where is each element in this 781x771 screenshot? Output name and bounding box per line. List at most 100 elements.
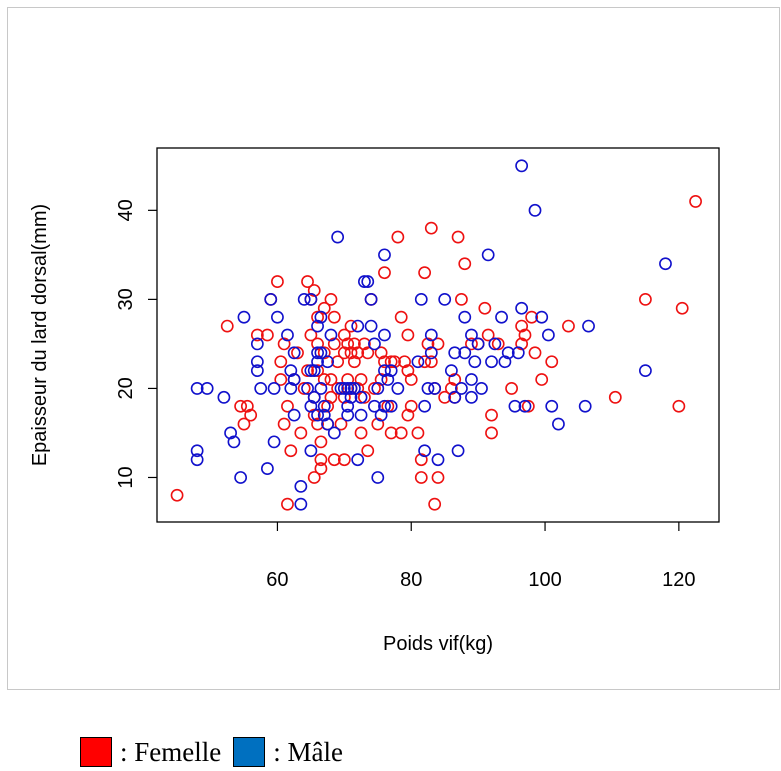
point-femelle-91 (414, 471, 428, 484)
point-male-20 (284, 382, 298, 395)
point-femelle-54 (341, 337, 355, 351)
y-tick-label-30: 30 (115, 288, 137, 310)
point-femelle-74 (378, 266, 391, 280)
point-male-82 (424, 346, 438, 360)
y-tick-label-40: 40 (115, 199, 137, 221)
point-male-0 (190, 444, 204, 458)
point-male-57 (351, 319, 365, 333)
point-femelle-20 (297, 382, 311, 395)
point-femelle-120 (525, 310, 539, 324)
point-femelle-86 (401, 408, 415, 422)
point-femelle-121 (528, 346, 542, 360)
y-axis: 10 20 30 40 (115, 199, 157, 489)
point-femelle-92 (418, 266, 432, 280)
point-male-77 (411, 355, 425, 369)
point-male-99 (475, 382, 488, 395)
point-male-67 (371, 382, 385, 395)
point-male-43 (321, 355, 335, 369)
point-male-6 (227, 435, 241, 449)
point-male-90 (451, 444, 465, 458)
point-male-86 (438, 292, 452, 306)
point-male-85 (431, 453, 445, 467)
point-femelle-49 (334, 417, 348, 431)
point-male-65 (368, 399, 381, 413)
point-femelle-48 (331, 382, 345, 395)
point-male-17 (271, 310, 284, 324)
point-male-94 (465, 328, 478, 342)
point-male-100 (481, 248, 495, 262)
point-male-103 (495, 310, 508, 324)
point-femelle-71 (371, 417, 385, 431)
point-male-92 (458, 310, 472, 324)
point-male-33 (307, 390, 321, 404)
point-femelle-67 (361, 346, 375, 360)
point-male-9 (250, 337, 264, 351)
point-femelle-37 (317, 346, 331, 360)
legend-label-male: : Mâle (273, 736, 343, 767)
point-male-19 (284, 364, 298, 378)
point-femelle-11 (274, 373, 288, 386)
point-femelle-4 (240, 399, 254, 413)
point-male-24 (294, 479, 308, 493)
point-femelle-111 (481, 328, 495, 342)
point-male-3 (200, 382, 214, 395)
point-femelle-41 (324, 292, 338, 306)
point-femelle-1 (220, 319, 234, 333)
point-femelle-30 (311, 337, 324, 351)
point-femelle-87 (404, 399, 418, 413)
point-femelle-116 (515, 319, 529, 333)
point-male-109 (515, 301, 529, 315)
point-male-5 (224, 426, 237, 440)
data-points (170, 159, 702, 511)
point-male-46 (327, 426, 341, 440)
x-tick-label-120: 120 (662, 569, 695, 591)
point-femelle-24 (304, 328, 318, 342)
legend: : Femelle : Mâle (80, 733, 355, 771)
point-femelle-10 (274, 355, 288, 369)
point-femelle-75 (378, 355, 391, 369)
point-male-72 (378, 399, 391, 413)
point-femelle-123 (545, 355, 559, 369)
point-femelle-43 (324, 390, 338, 404)
point-male-101 (485, 355, 498, 369)
point-femelle-60 (347, 355, 361, 369)
point-male-29 (304, 364, 318, 378)
point-male-8 (237, 310, 251, 324)
point-male-102 (488, 337, 502, 351)
point-male-27 (301, 382, 314, 395)
point-femelle-13 (277, 417, 291, 431)
point-male-118 (639, 364, 652, 378)
point-male-37 (311, 408, 324, 422)
point-male-7 (234, 471, 248, 484)
point-femelle-22 (301, 364, 314, 378)
point-femelle-61 (351, 346, 365, 360)
point-femelle-117 (515, 337, 529, 351)
y-axis-title: Epaisseur du lard dorsal(mm) (29, 204, 51, 466)
point-femelle-113 (485, 426, 498, 440)
point-male-117 (582, 319, 595, 333)
point-femelle-114 (491, 337, 505, 351)
point-femelle-44 (327, 310, 341, 324)
point-femelle-53 (337, 453, 351, 467)
point-male-91 (455, 382, 468, 395)
point-male-71 (378, 364, 391, 378)
point-femelle-14 (281, 497, 294, 511)
point-male-2 (190, 382, 204, 395)
point-femelle-112 (485, 408, 498, 422)
point-male-63 (364, 292, 378, 306)
point-male-12 (254, 382, 268, 395)
point-femelle-63 (354, 373, 368, 386)
point-male-81 (421, 382, 435, 395)
point-femelle-18 (291, 346, 304, 360)
point-male-21 (287, 346, 301, 360)
point-femelle-100 (431, 337, 445, 351)
point-male-95 (465, 373, 478, 386)
point-femelle-115 (505, 382, 518, 395)
point-male-104 (498, 355, 512, 369)
point-male-34 (311, 319, 324, 333)
point-male-74 (384, 364, 398, 378)
point-femelle-21 (301, 275, 314, 288)
point-male-112 (535, 310, 549, 324)
point-femelle-42 (324, 373, 338, 386)
